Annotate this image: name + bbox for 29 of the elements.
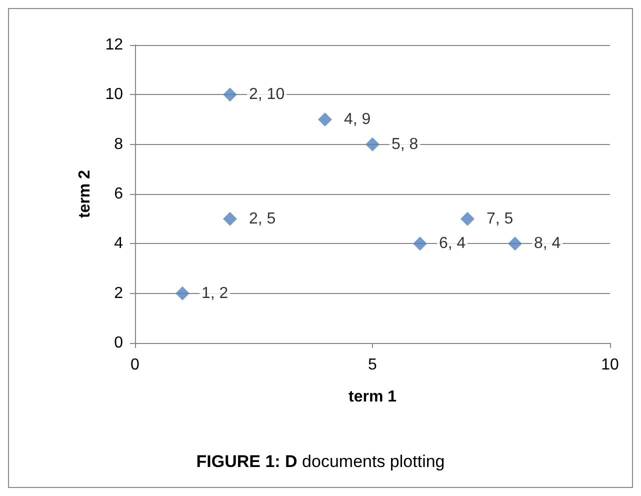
data-label: 6, 4 — [439, 235, 466, 252]
data-label: 1, 2 — [202, 284, 228, 302]
y-tick-label: 4 — [114, 235, 124, 252]
point — [413, 236, 427, 251]
point — [223, 212, 237, 226]
data-label: 4, 9 — [344, 111, 371, 128]
point — [176, 286, 190, 300]
y-axis-title: term 2 — [76, 170, 94, 218]
x-axis-title: term 1 — [348, 388, 397, 406]
point — [508, 236, 522, 251]
point — [366, 137, 380, 152]
text: FIGURE 1: D documents plotting — [196, 452, 445, 471]
y-tick-label: 2 — [114, 284, 124, 302]
x-tick-label: 5 — [368, 356, 378, 374]
y-tick-label: 10 — [105, 86, 124, 104]
data-label: 5, 8 — [392, 136, 418, 153]
data-label: 2, 10 — [249, 86, 285, 104]
x-tick-label: 0 — [130, 356, 140, 374]
y-tick-label: 0 — [114, 334, 124, 352]
point — [460, 212, 474, 226]
point — [223, 88, 237, 102]
data-label: 7, 5 — [486, 210, 514, 228]
y-tick-label: 12 — [105, 36, 124, 54]
data-label: 2, 5 — [249, 210, 276, 228]
point — [318, 112, 332, 126]
data-label: 8, 4 — [534, 235, 561, 252]
y-tick-label: 6 — [114, 186, 124, 202]
y-tick-label: 8 — [114, 136, 124, 153]
x-tick-label: 10 — [601, 356, 619, 374]
